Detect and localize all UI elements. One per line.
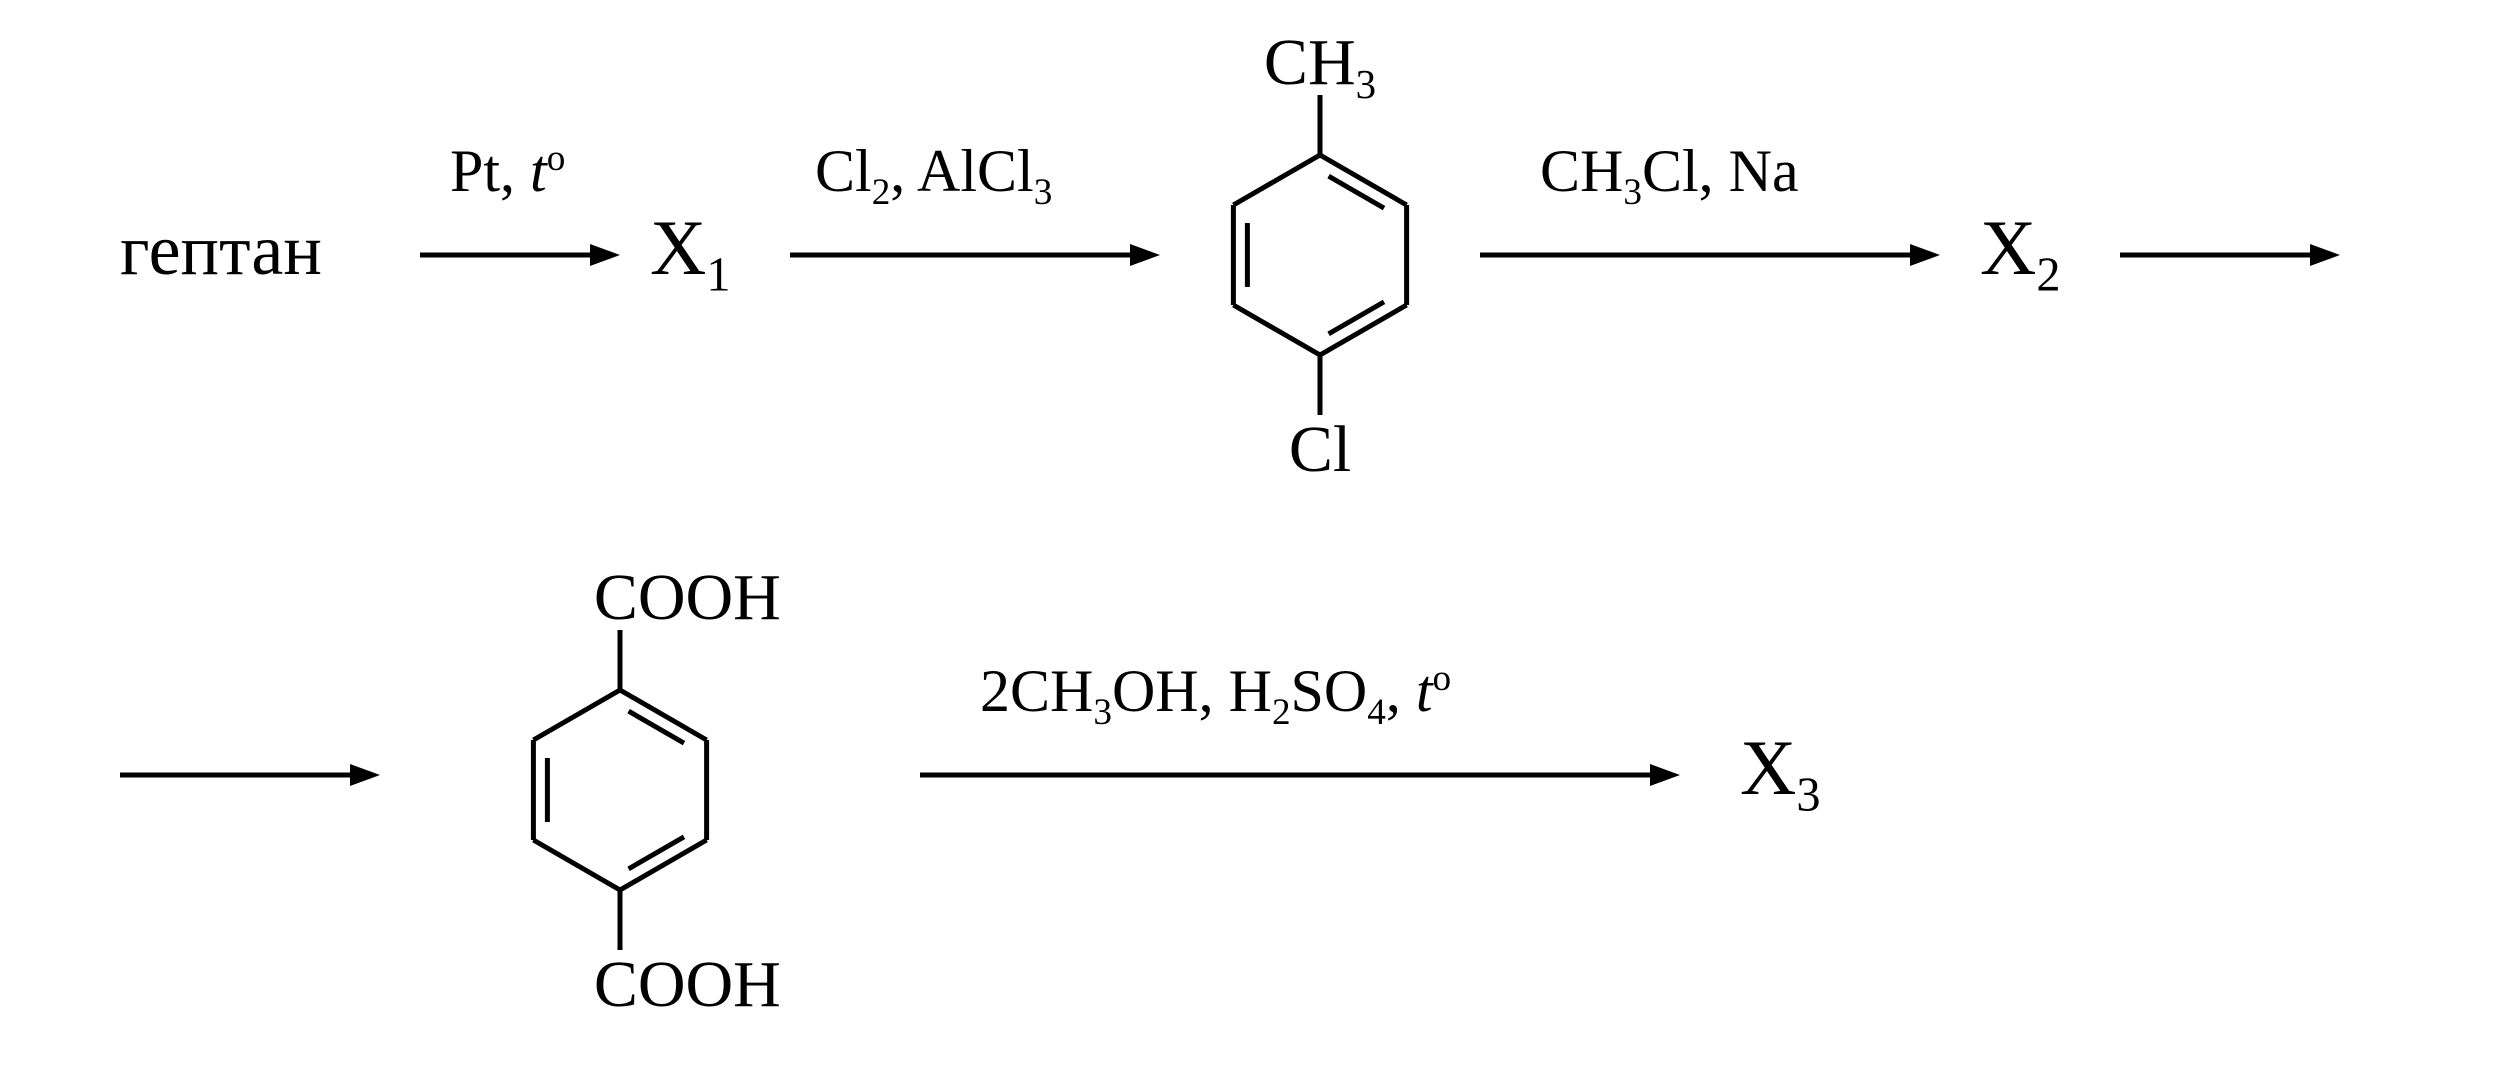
arrow-5-label: 2CH3OH, H2SO4, to xyxy=(980,661,1451,721)
arrow-1-label: Pt, to xyxy=(450,141,565,201)
arrow-1 xyxy=(420,230,660,310)
substituent-label: CH3 xyxy=(1264,30,1376,96)
reaction-scheme: гептан Pt, to X1 Cl2, AlCl3 CH3Cl, Na X2… xyxy=(0,0,2493,1080)
arrow-5 xyxy=(920,750,1720,830)
substituent-label: COOH xyxy=(594,565,781,631)
unknown-x2: X2 xyxy=(1980,209,2061,287)
substituent-label: COOH xyxy=(594,952,781,1018)
start-label-heptane: гептан xyxy=(120,214,322,286)
arrow-3 xyxy=(1480,230,1980,310)
unknown-x3: X3 xyxy=(1740,729,1821,807)
arrow-4 xyxy=(2120,230,2380,310)
unknown-x1: X1 xyxy=(650,209,731,287)
arrow-3-label: CH3Cl, Na xyxy=(1540,141,1799,201)
arrow-continuation xyxy=(120,750,420,830)
arrow-2-label: Cl2, AlCl3 xyxy=(815,141,1052,201)
substituent-label: Cl xyxy=(1289,417,1351,483)
